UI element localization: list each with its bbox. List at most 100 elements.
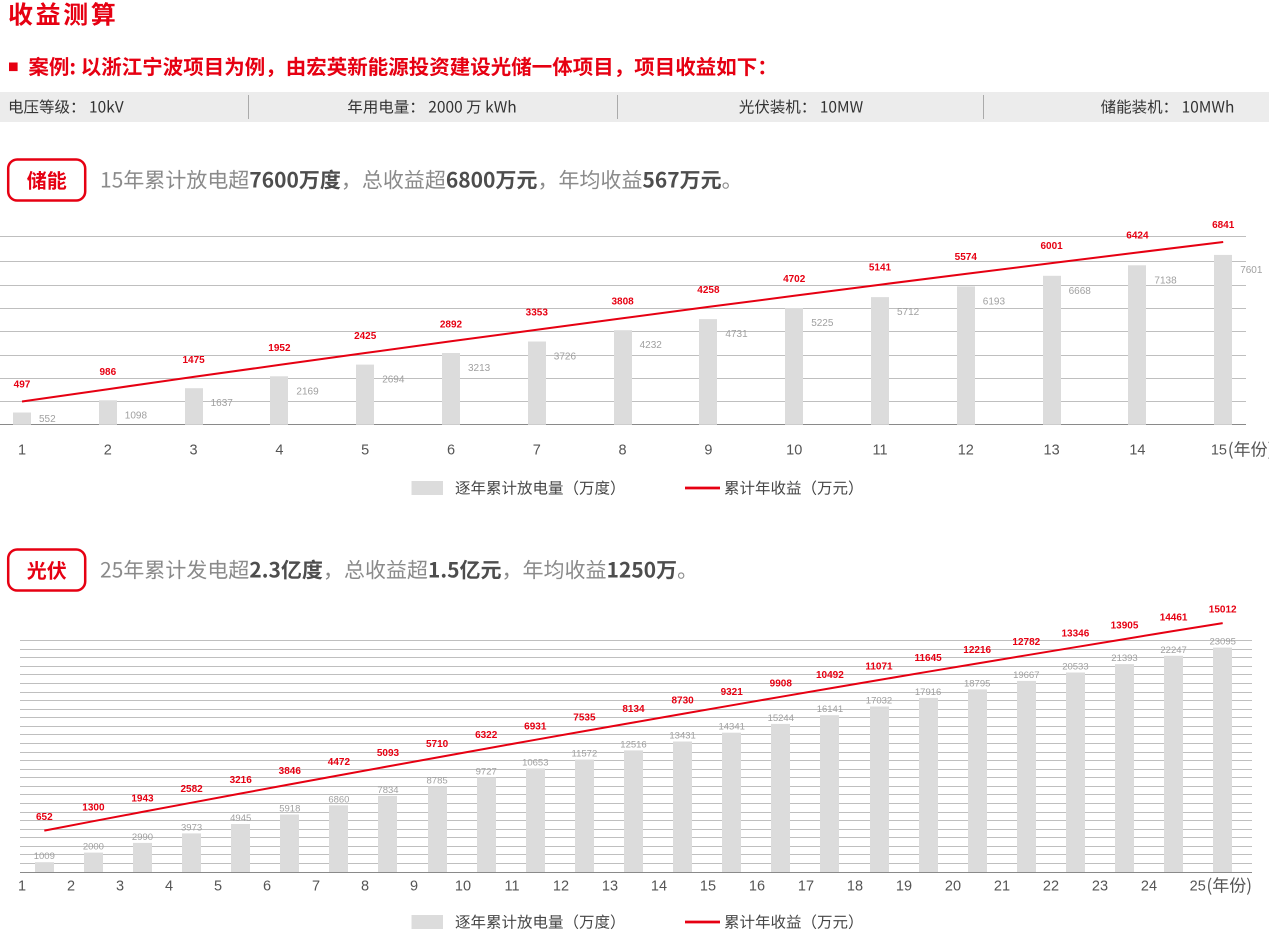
svg-text:497: 497 (14, 380, 31, 391)
svg-text:2582: 2582 (180, 784, 203, 795)
svg-text:13431: 13431 (669, 731, 695, 742)
svg-text:22247: 22247 (1160, 645, 1186, 656)
svg-text:10: 10 (455, 879, 471, 895)
svg-text:4232: 4232 (640, 340, 663, 351)
svg-text:2: 2 (67, 879, 75, 895)
svg-text:15: 15 (1211, 443, 1227, 459)
svg-text:652: 652 (36, 812, 53, 823)
svg-text:11572: 11572 (572, 749, 598, 760)
svg-text:6668: 6668 (1069, 286, 1092, 297)
svg-text:6841: 6841 (1212, 220, 1235, 231)
svg-text:13346: 13346 (1061, 629, 1089, 640)
svg-text:4945: 4945 (230, 813, 251, 824)
svg-text:1637: 1637 (211, 398, 234, 409)
svg-text:5918: 5918 (279, 804, 300, 815)
svg-text:3353: 3353 (526, 308, 549, 319)
svg-text:8730: 8730 (671, 695, 694, 706)
svg-text:12: 12 (958, 443, 974, 459)
svg-text:11: 11 (504, 879, 519, 895)
svg-text:9321: 9321 (721, 687, 744, 698)
svg-text:2892: 2892 (440, 319, 463, 330)
svg-text:7: 7 (533, 443, 541, 459)
svg-text:3726: 3726 (554, 352, 577, 363)
svg-text:13905: 13905 (1111, 621, 1139, 632)
svg-text:4702: 4702 (783, 274, 806, 285)
svg-text:2169: 2169 (296, 386, 319, 397)
svg-text:6322: 6322 (475, 730, 498, 741)
svg-text:20: 20 (945, 879, 961, 895)
svg-text:10492: 10492 (816, 670, 844, 681)
svg-text:3213: 3213 (468, 363, 491, 374)
svg-text:6931: 6931 (524, 721, 547, 732)
svg-text:7535: 7535 (573, 713, 596, 724)
svg-text:8134: 8134 (622, 704, 645, 715)
svg-text:2425: 2425 (354, 331, 377, 342)
svg-text:5141: 5141 (869, 263, 892, 274)
svg-text:3973: 3973 (181, 822, 202, 833)
svg-text:11645: 11645 (914, 653, 942, 664)
svg-text:19: 19 (896, 879, 912, 895)
svg-text:12216: 12216 (963, 645, 991, 656)
svg-text:17: 17 (798, 879, 814, 895)
svg-text:4472: 4472 (328, 757, 351, 768)
svg-text:6: 6 (263, 879, 271, 895)
svg-text:2000: 2000 (83, 842, 104, 853)
svg-text:18: 18 (847, 879, 863, 895)
svg-text:5093: 5093 (377, 748, 400, 759)
svg-text:2990: 2990 (132, 832, 153, 843)
svg-text:14461: 14461 (1160, 613, 1188, 624)
svg-text:5: 5 (214, 879, 222, 895)
svg-text:1952: 1952 (268, 343, 291, 354)
svg-text:12782: 12782 (1012, 637, 1040, 648)
svg-text:22: 22 (1043, 879, 1059, 895)
svg-text:5574: 5574 (955, 252, 978, 263)
svg-text:11071: 11071 (865, 662, 893, 673)
svg-text:1009: 1009 (34, 851, 55, 862)
svg-text:1943: 1943 (131, 793, 154, 804)
svg-text:16141: 16141 (817, 704, 843, 715)
svg-text:6860: 6860 (328, 794, 349, 805)
svg-text:9908: 9908 (770, 678, 793, 689)
svg-text:20533: 20533 (1062, 662, 1088, 673)
svg-text:5225: 5225 (811, 318, 834, 329)
svg-text:18795: 18795 (964, 678, 990, 689)
svg-text:9: 9 (410, 879, 418, 895)
svg-text:4258: 4258 (697, 285, 720, 296)
svg-text:13: 13 (602, 879, 618, 895)
svg-text:3: 3 (116, 879, 124, 895)
svg-text:3808: 3808 (611, 296, 634, 307)
svg-text:23: 23 (1092, 879, 1108, 895)
svg-text:552: 552 (39, 414, 56, 425)
svg-text:6: 6 (447, 443, 455, 459)
svg-text:11: 11 (872, 443, 887, 459)
svg-text:7834: 7834 (377, 785, 398, 796)
svg-text:17916: 17916 (915, 687, 941, 698)
svg-text:1300: 1300 (82, 803, 105, 814)
svg-text:14341: 14341 (718, 722, 744, 733)
svg-text:17032: 17032 (866, 696, 892, 707)
svg-text:8: 8 (619, 443, 627, 459)
svg-text:1475: 1475 (182, 355, 205, 366)
svg-text:14: 14 (1129, 443, 1145, 459)
svg-text:2694: 2694 (382, 375, 405, 386)
svg-text:23095: 23095 (1209, 637, 1235, 648)
svg-text:15244: 15244 (768, 713, 794, 724)
svg-text:5712: 5712 (897, 307, 920, 318)
svg-text:1: 1 (18, 443, 26, 459)
svg-text:4: 4 (275, 443, 283, 459)
svg-text:8: 8 (361, 879, 369, 895)
svg-text:8785: 8785 (427, 776, 448, 787)
svg-text:10: 10 (786, 443, 802, 459)
svg-text:2: 2 (104, 443, 112, 459)
svg-text:9727: 9727 (476, 767, 497, 778)
svg-text:7: 7 (312, 879, 320, 895)
svg-text:6424: 6424 (1126, 230, 1149, 241)
svg-text:16: 16 (749, 879, 765, 895)
svg-text:21393: 21393 (1111, 653, 1137, 664)
svg-text:12: 12 (553, 879, 569, 895)
svg-text:4: 4 (165, 879, 173, 895)
svg-text:3216: 3216 (230, 775, 253, 786)
svg-text:12516: 12516 (620, 739, 646, 750)
svg-text:21: 21 (994, 879, 1010, 895)
svg-text:24: 24 (1141, 879, 1157, 895)
